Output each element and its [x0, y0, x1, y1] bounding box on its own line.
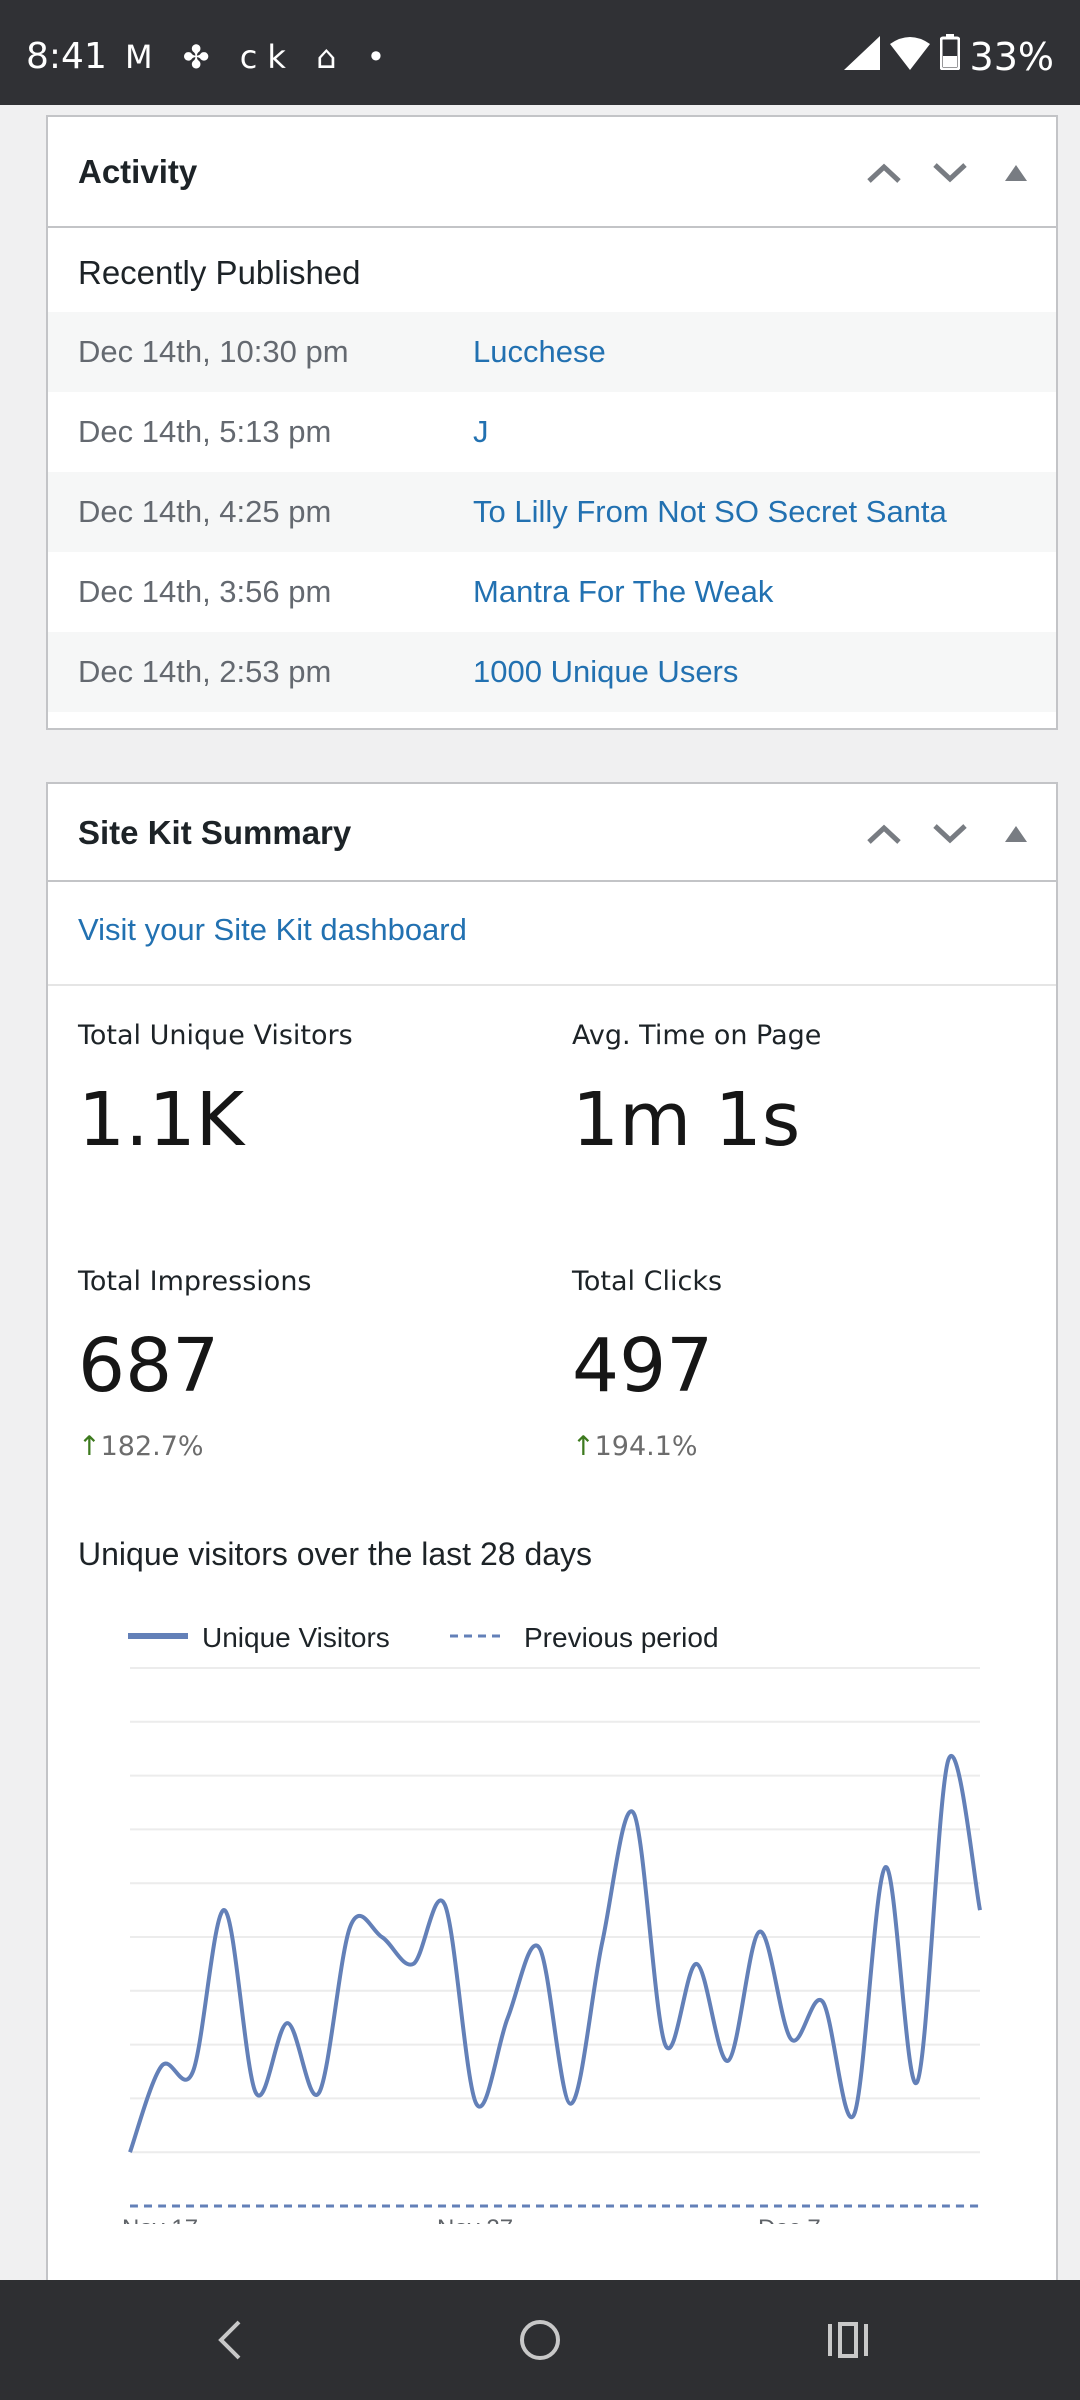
back-button[interactable] — [200, 2310, 260, 2370]
post-link[interactable]: J — [473, 414, 489, 449]
ck-icon: ck — [239, 38, 296, 76]
list-item: Dec 14th, 5:13 pm J — [78, 414, 489, 449]
collapse-toggle-icon[interactable] — [994, 153, 1038, 193]
metric-avg-time: Avg. Time on Page 1m 1s — [572, 1020, 822, 1163]
clock: 8:41 — [26, 36, 107, 77]
notification-icons: M ✤ ck ⌂ • — [125, 38, 395, 76]
gmail-icon: M — [125, 38, 163, 76]
post-link[interactable]: Mantra For The Weak — [473, 574, 774, 609]
list-item: Dec 14th, 4:25 pm To Lilly From Not SO Se… — [48, 472, 1056, 552]
battery-level: 33% — [969, 34, 1054, 79]
metric-unique-visitors: Total Unique Visitors 1.1K — [78, 1020, 353, 1163]
widget-title: Site Kit Summary — [78, 814, 352, 851]
x-tick-label: Nov 27 — [437, 2215, 513, 2224]
x-tick-label: Dec 7 — [758, 2215, 821, 2224]
series-line-unique-visitors — [128, 1754, 982, 2153]
list-item: Dec 14th, 3:56 pm Mantra For The Weak — [78, 574, 774, 609]
move-up-button[interactable] — [862, 153, 906, 193]
dot-icon: • — [366, 38, 396, 76]
chart-title: Unique visitors over the last 28 days — [78, 1536, 593, 1572]
wifi-icon — [889, 35, 930, 79]
recents-button[interactable] — [818, 2310, 878, 2370]
x-tick-label: Nov 17 — [122, 2215, 198, 2224]
legend-label-previous: Previous period — [524, 1622, 719, 1653]
legend-label-unique: Unique Visitors — [202, 1622, 390, 1653]
metric-clicks: Total Clicks 497 ↑194.1% — [572, 1266, 723, 1462]
signal-icon — [843, 35, 880, 79]
collapse-toggle-icon[interactable] — [994, 814, 1038, 854]
widget-title: Activity — [78, 153, 198, 190]
metric-impressions: Total Impressions 687 ↑182.7% — [78, 1266, 312, 1462]
sitekit-widget: Site Kit Summary Visit your Site Kit das… — [46, 782, 1058, 2322]
home-button[interactable] — [510, 2310, 570, 2370]
move-down-button[interactable] — [928, 814, 972, 854]
section-heading: Recently Published — [78, 254, 361, 291]
post-link[interactable]: Lucchese — [473, 334, 606, 369]
visitors-chart: Unique Visitors Previous period Nov 17 N… — [122, 1622, 982, 2224]
sitekit-dashboard-link[interactable]: Visit your Site Kit dashboard — [78, 912, 467, 947]
arrow-up-icon: ↑ — [572, 1431, 595, 1462]
post-link[interactable]: To Lilly From Not SO Secret Santa — [473, 494, 947, 529]
home-icon: ⌂ — [316, 38, 347, 76]
arrow-up-icon: ↑ — [78, 1431, 101, 1462]
activity-widget: Activity Recently Published Dec 14th, 10… — [46, 115, 1058, 730]
android-nav-bar — [0, 2280, 1080, 2400]
pinwheel-icon: ✤ — [182, 38, 220, 76]
move-up-button[interactable] — [862, 814, 906, 854]
move-down-button[interactable] — [928, 153, 972, 193]
list-item: Dec 14th, 2:53 pm 1000 Unique Users — [48, 632, 1056, 712]
status-bar: 8:41 M ✤ ck ⌂ • 33% — [0, 0, 1080, 105]
list-item: Dec 14th, 10:30 pm Lucchese — [48, 312, 1056, 392]
battery-icon — [939, 34, 961, 79]
post-link[interactable]: 1000 Unique Users — [473, 654, 739, 689]
